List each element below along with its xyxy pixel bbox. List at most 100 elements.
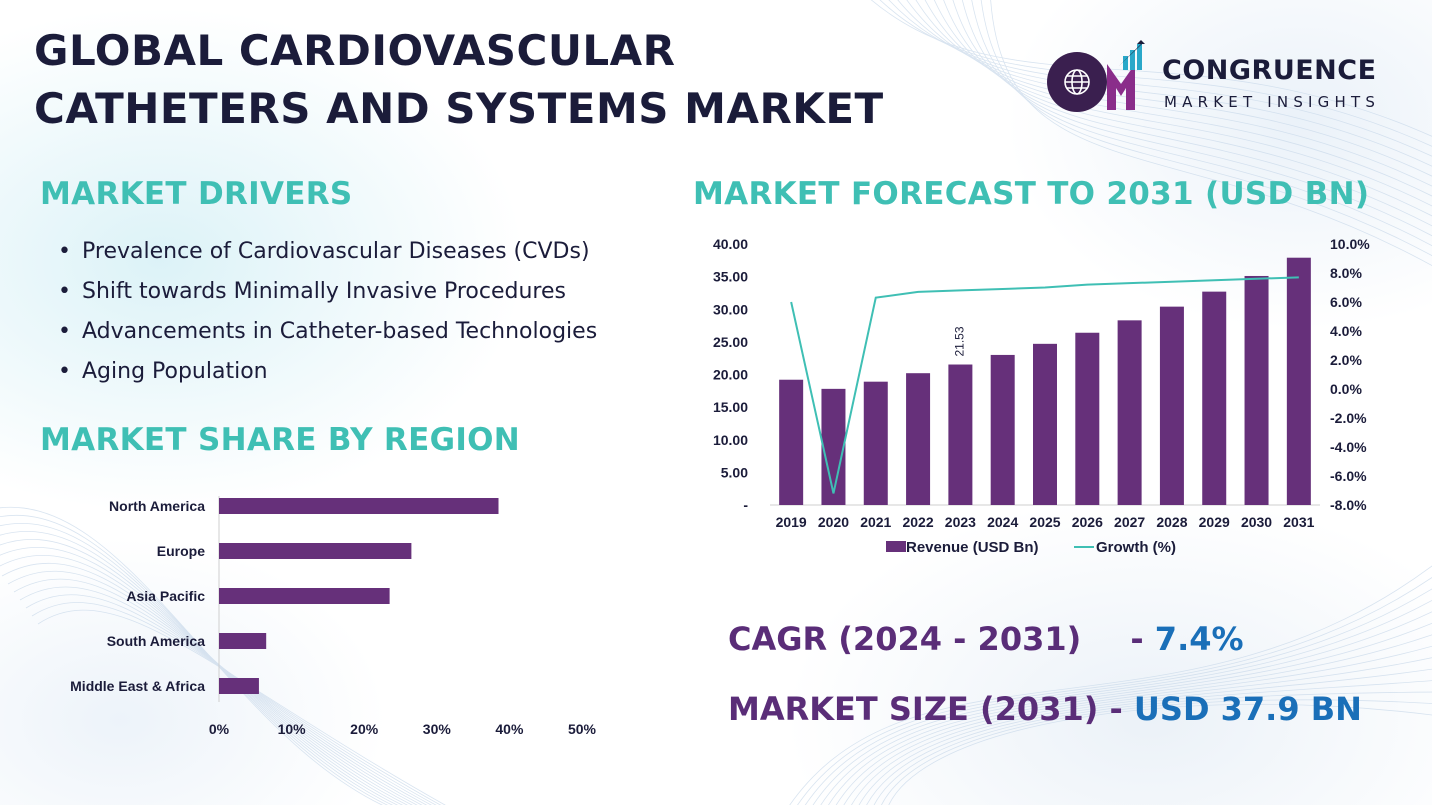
market-size-label: MARKET SIZE (2031) (728, 690, 1099, 728)
wave-line (962, 0, 1432, 237)
market-size-stat: MARKET SIZE (2031) - USD 37.9 BN (728, 690, 1362, 728)
wave-line (835, 634, 1432, 805)
region-x-tick: 20% (350, 721, 379, 737)
forecast-left-tick: 20.00 (713, 367, 748, 383)
logo-tagline: MARKET INSIGHTS (1164, 93, 1381, 111)
region-x-tick: 10% (278, 721, 307, 737)
revenue-bar (1202, 291, 1227, 505)
logo-m-shape (1107, 64, 1135, 110)
wave-line (851, 657, 1432, 805)
growth-line (790, 276, 1299, 494)
globe-icon (1064, 69, 1090, 95)
forecast-right-tick: -4.0% (1330, 439, 1367, 455)
cagr-separator: - (1130, 620, 1144, 658)
region-x-tick: 30% (423, 721, 452, 737)
region-bar (219, 498, 499, 514)
drivers-list: Prevalence of Cardiovascular Diseases (C… (58, 232, 597, 392)
wave-line (31, 602, 442, 805)
page-title-line1: GLOBAL CARDIOVASCULAR (34, 26, 676, 75)
wave-line (13, 578, 428, 805)
forecast-right-tick: -2.0% (1330, 410, 1367, 426)
forecast-right-tick: 6.0% (1330, 294, 1362, 310)
forecast-x-tick: 2030 (1241, 514, 1272, 530)
region-category-label: North America (109, 498, 205, 514)
wave-line (879, 0, 1432, 147)
region-bar (219, 588, 390, 604)
forecast-left-tick: - (743, 497, 748, 513)
legend-revenue-swatch (886, 541, 906, 552)
page-title: GLOBAL CARDIOVASCULAR CATHETERS AND SYST… (34, 22, 994, 138)
driver-item: Shift towards Minimally Invasive Procedu… (58, 272, 597, 312)
wave-line (881, 699, 1432, 805)
forecast-x-tick: 2023 (945, 514, 976, 530)
revenue-bar (1244, 275, 1269, 505)
wave-line (0, 539, 404, 805)
revenue-bar (821, 388, 846, 505)
wave-line (0, 530, 399, 805)
logo-name: CONGRUENCE (1162, 55, 1377, 86)
region-category-label: Europe (157, 543, 205, 559)
wave-line (0, 547, 409, 805)
wave-line (0, 522, 394, 805)
region-category-label: South America (107, 633, 205, 649)
forecast-right-tick: -6.0% (1330, 468, 1367, 484)
region-share-chart: North America Europe Asia Pacific South Ame… (70, 496, 597, 737)
wave-line (934, 0, 1432, 207)
revenue-bar (948, 364, 973, 505)
wave-line (7, 571, 423, 805)
forecast-x-tick: 2031 (1283, 514, 1314, 530)
market-size-value: USD 37.9 BN (1133, 690, 1362, 728)
wave-line (812, 599, 1432, 805)
wave-line (0, 506, 384, 805)
forecast-right-tick: -8.0% (1330, 497, 1367, 513)
revenue-bar (1117, 320, 1142, 505)
page-title-line2: CATHETERS AND SYSTEMS MARKET (34, 84, 884, 133)
forecast-right-tick: 0.0% (1330, 381, 1362, 397)
forecast-right-tick: 8.0% (1330, 265, 1362, 281)
wave-line (25, 594, 437, 805)
revenue-bar (1075, 332, 1100, 505)
wave-line (866, 680, 1432, 805)
forecast-chart: - 5.00 10.00 15.00 20.00 25.00 30.00 35.00 40.00… (713, 236, 1370, 556)
revenue-bar (906, 373, 931, 505)
driver-item: Prevalence of Cardiovascular Diseases (C… (58, 232, 597, 272)
region-x-tick: 40% (495, 721, 524, 737)
forecast-x-tick: 2025 (1029, 514, 1060, 530)
wave-line (1, 563, 418, 805)
forecast-left-tick: 5.00 (721, 464, 748, 480)
wave-line (0, 555, 414, 805)
region-category-label: Middle East & Africa (70, 678, 205, 694)
wave-line (805, 588, 1432, 805)
wave-line (943, 0, 1432, 217)
wave-line (871, 0, 1432, 137)
forecast-x-tick: 2029 (1199, 514, 1230, 530)
forecast-x-tick: 2024 (987, 514, 1018, 530)
bar-chart-icon (1119, 40, 1145, 70)
region-bar (219, 678, 259, 694)
wave-line (990, 0, 1432, 267)
revenue-bar (1286, 257, 1311, 505)
wave-line (828, 622, 1432, 805)
forecast-x-tick: 2021 (860, 514, 891, 530)
forecast-x-tick: 2028 (1156, 514, 1187, 530)
drivers-heading: MARKET DRIVERS (40, 176, 353, 212)
wave-line (19, 586, 432, 805)
forecast-x-tick: 2026 (1072, 514, 1103, 530)
legend-growth-label: Growth (%) (1096, 539, 1176, 556)
revenue-bar (1033, 343, 1057, 505)
forecast-x-tick: 2019 (776, 514, 807, 530)
forecast-right-tick: 10.0% (1330, 236, 1370, 252)
wave-line (888, 703, 1432, 805)
wave-line (843, 645, 1432, 805)
cagr-label: CAGR (2024 - 2031) (728, 620, 1082, 658)
region-bar (219, 543, 412, 559)
cagr-stat: CAGR (2024 - 2031) - 7.4% (728, 620, 1244, 658)
wave-line (797, 576, 1432, 805)
forecast-right-tick: 4.0% (1330, 323, 1362, 339)
revenue-bar (863, 381, 888, 505)
forecast-left-tick: 10.00 (713, 432, 748, 448)
revenue-data-label: 21.53 (953, 326, 967, 356)
forecast-left-tick: 35.00 (713, 269, 748, 285)
region-x-tick: 0% (209, 721, 230, 737)
forecast-left-tick: 40.00 (713, 236, 748, 252)
